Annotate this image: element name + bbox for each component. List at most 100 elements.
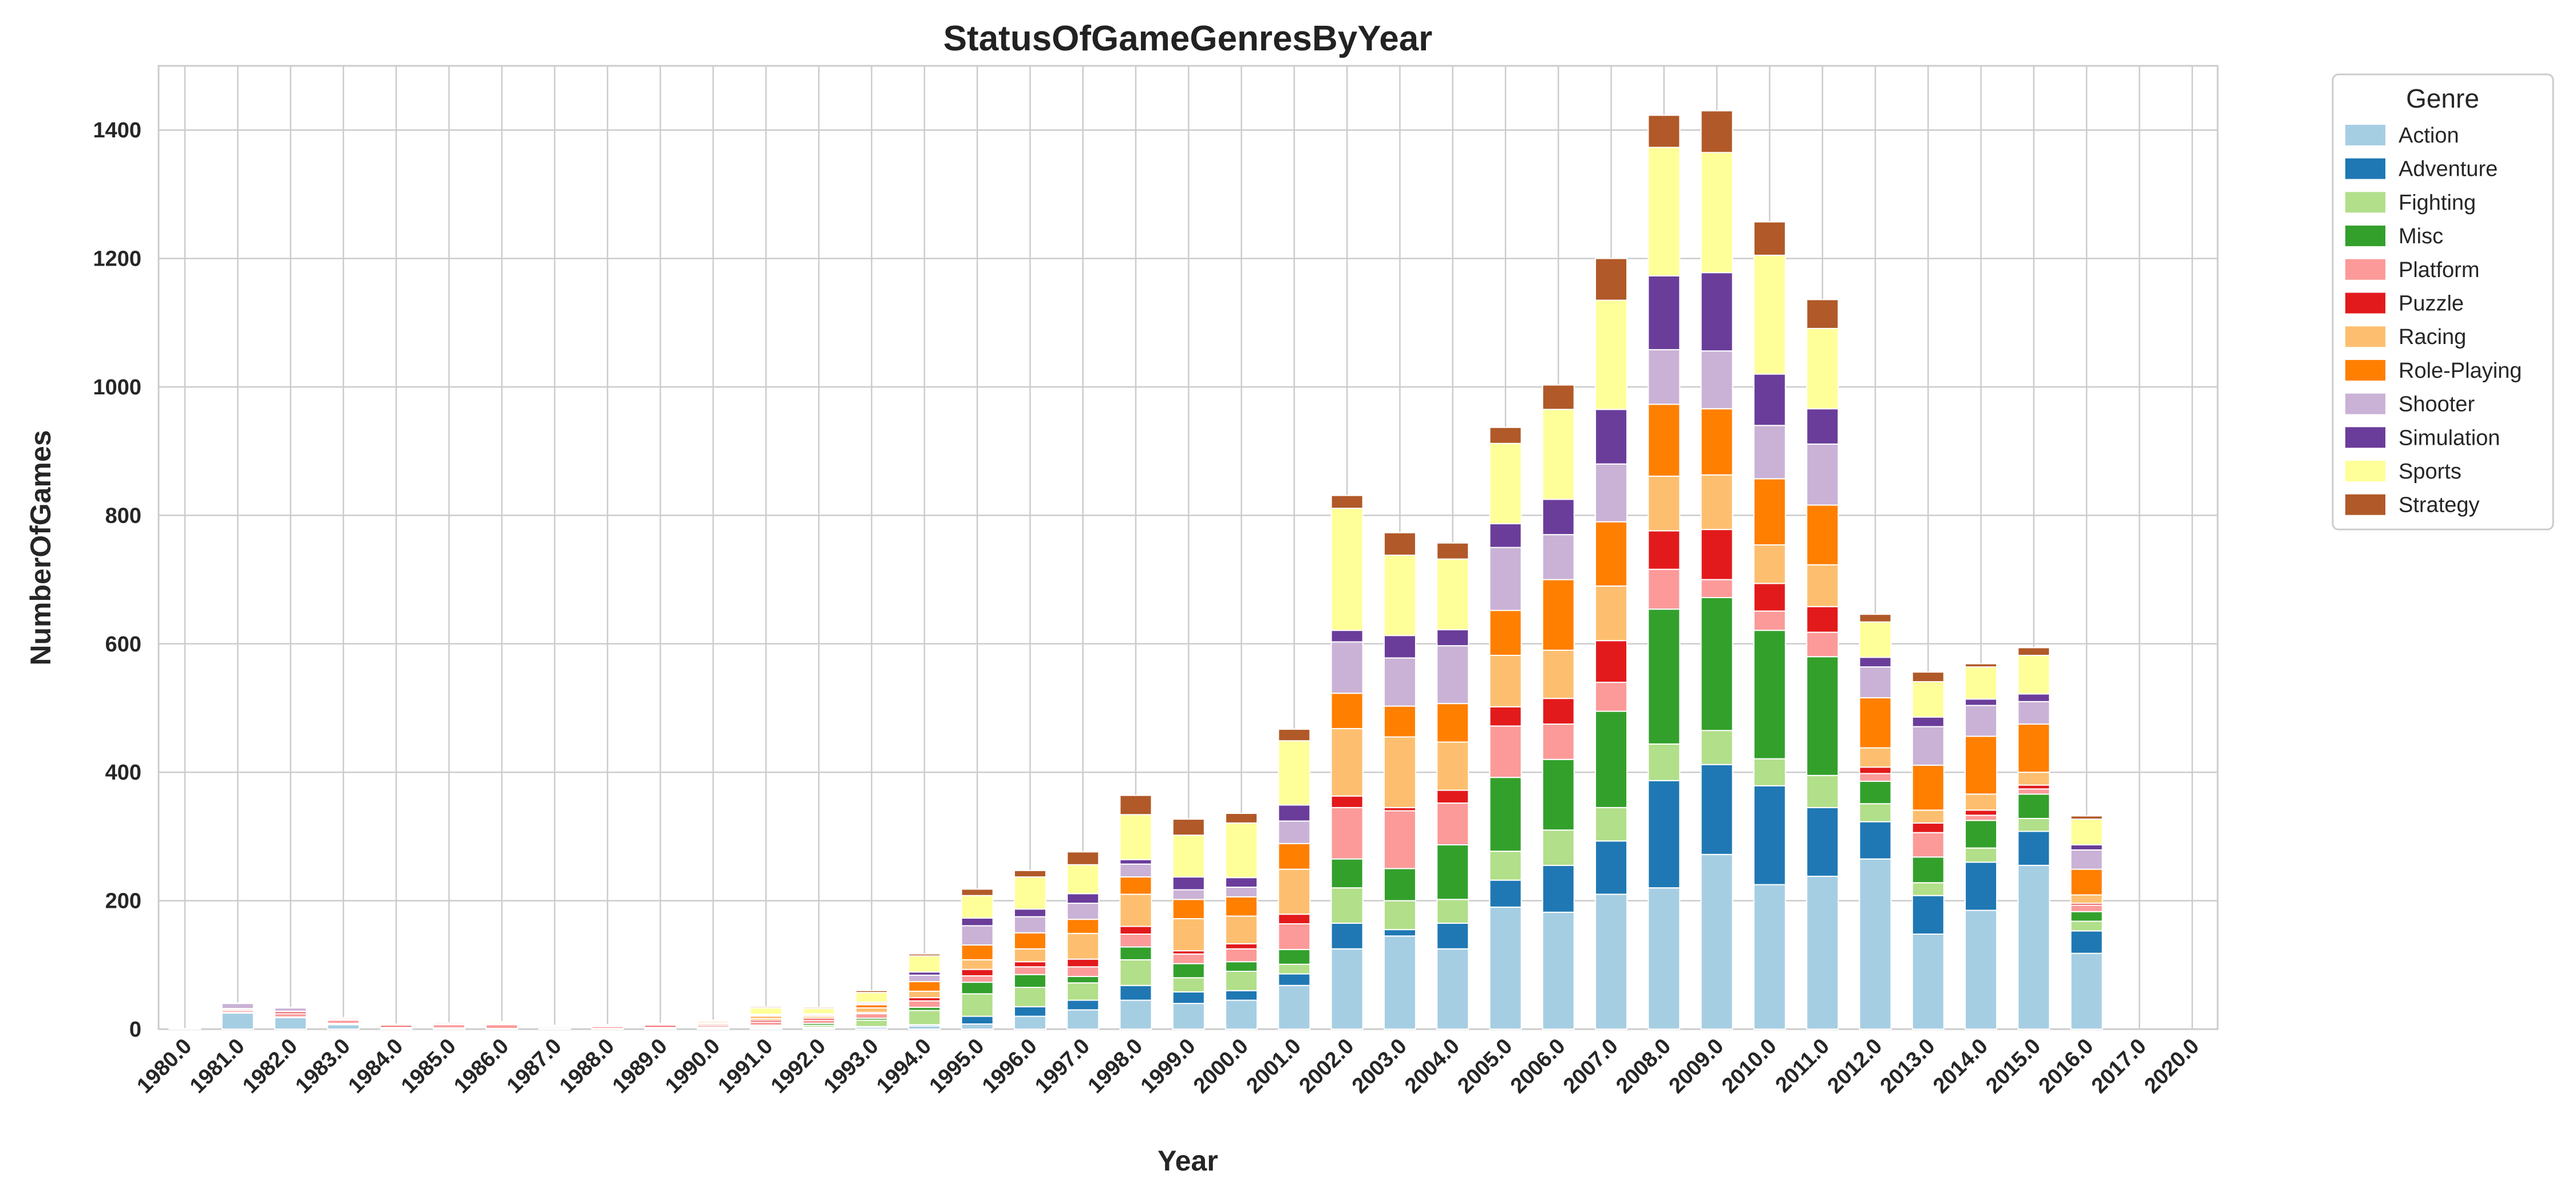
bar-segment (961, 944, 994, 960)
bar-stack (1806, 299, 1839, 1030)
bar-segment (432, 1022, 465, 1025)
bar-segment (1489, 777, 1522, 852)
bar-segment (1066, 999, 1100, 1011)
bar-segment (1489, 442, 1522, 524)
bar-segment (1489, 426, 1522, 444)
bar-segment (2070, 819, 2103, 845)
bar-segment (961, 888, 994, 896)
bar-segment (1542, 534, 1575, 580)
bar-segment (1489, 706, 1522, 727)
bar-segment (2070, 815, 2103, 820)
bar-segment (908, 955, 941, 973)
y-tick-label: 600 (105, 632, 141, 657)
bar-segment (1278, 973, 1311, 986)
bar-segment (1119, 814, 1152, 860)
bar-stack (1119, 794, 1152, 1030)
bar-segment (1911, 716, 1945, 727)
bar-segment (1225, 999, 1258, 1030)
bar-segment (1753, 478, 1786, 546)
bar-segment (1911, 764, 1945, 811)
bar-segment (961, 917, 994, 927)
bar-segment (1119, 959, 1152, 986)
bar-segment (1542, 864, 1575, 913)
legend-swatch (2345, 192, 2385, 213)
x-axis-label: Year (1157, 1145, 1218, 1177)
bar-segment (1436, 948, 1469, 1030)
bar-stack (1172, 819, 1205, 1030)
bar-segment (1753, 610, 1786, 631)
bar-segment (1066, 982, 1100, 1001)
legend-item: Misc (2345, 224, 2443, 248)
bar-segment (1489, 654, 1522, 707)
bar-stack (1753, 221, 1786, 1030)
bar-segment (1700, 350, 1733, 410)
legend-swatch (2345, 226, 2385, 247)
bar-segment (1965, 666, 1998, 700)
bar-segment (274, 1006, 307, 1009)
bar-segment (1066, 851, 1100, 865)
bar-stack (1330, 495, 1364, 1030)
bar-segment (1753, 630, 1786, 760)
bar-segment (1911, 809, 1945, 824)
bar-segment (2017, 788, 2050, 795)
bar-segment (1383, 929, 1416, 937)
bar-segment (1595, 893, 1628, 1030)
bar-segment (1595, 840, 1628, 895)
bar-segment (1753, 254, 1786, 375)
bar-segment (2017, 693, 2050, 702)
bar-segment (327, 1017, 360, 1020)
bar-segment (1700, 272, 1733, 352)
bar-segment (1119, 794, 1152, 816)
bar-segment (1330, 887, 1364, 924)
y-tick-label: 0 (129, 1018, 141, 1042)
bar-stack (1436, 542, 1469, 1030)
bar-segment (1965, 705, 1998, 737)
bar-segment (1383, 635, 1416, 659)
bar-segment (1753, 884, 1786, 1030)
bar-segment (1647, 530, 1681, 570)
bar-stack (644, 1022, 677, 1030)
bar-segment (1753, 544, 1786, 584)
bar-segment (1225, 896, 1258, 917)
bar-segment (2017, 723, 2050, 773)
bar-stack (1278, 729, 1311, 1030)
bar-segment (1119, 876, 1152, 895)
bar-segment (2017, 647, 2050, 656)
y-tick-label: 1400 (93, 118, 141, 143)
bar-segment (2070, 920, 2103, 932)
bar-stack (380, 1023, 413, 1030)
bar-segment (1330, 495, 1364, 509)
bar-segment (2017, 654, 2050, 695)
bar-segment (1859, 858, 1892, 1030)
bar-segment (1278, 843, 1311, 870)
bar-segment (1225, 971, 1258, 991)
bar-segment (1225, 822, 1258, 879)
bar-segment (2070, 849, 2103, 870)
bar-segment (1859, 621, 1892, 658)
bar-segment (1330, 641, 1364, 694)
bar-segment (1965, 663, 1998, 668)
bar-segment (1383, 705, 1416, 738)
bar-segment (1436, 558, 1469, 631)
bar-stack (485, 1021, 519, 1030)
bar-segment (1911, 895, 1945, 935)
bar-segment (1172, 991, 1205, 1005)
bar-segment (1383, 554, 1416, 636)
bar-stack (1965, 663, 1998, 1030)
bar-segment (1013, 916, 1046, 934)
bar-segment (1278, 948, 1311, 965)
bar-stack (749, 1006, 783, 1030)
bar-segment (2070, 904, 2103, 912)
bar-segment (1965, 698, 1998, 706)
bar-segment (1859, 697, 1892, 749)
bar-segment (1859, 747, 1892, 768)
bar-segment (1119, 863, 1152, 878)
bar-segment (961, 925, 994, 946)
bar-segment (1489, 851, 1522, 881)
bar-segment (697, 1019, 730, 1022)
bar-segment (1595, 258, 1628, 301)
bar-stack (1013, 869, 1046, 1030)
bar-segment (1859, 821, 1892, 860)
bar-segment (1225, 961, 1258, 972)
bar-segment (1383, 900, 1416, 931)
